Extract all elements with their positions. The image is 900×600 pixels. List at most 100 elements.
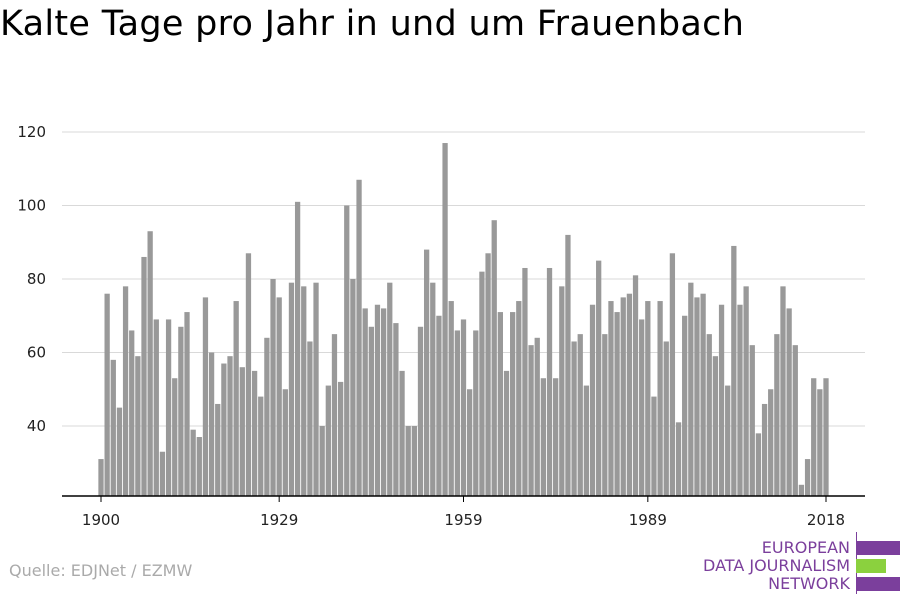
bars — [98, 143, 829, 497]
bar-1924 — [245, 253, 252, 496]
bar-1989 — [645, 301, 651, 496]
x-tick-label-1900: 1900 — [82, 511, 120, 529]
bar-1927 — [264, 337, 270, 496]
bar-1997 — [694, 297, 700, 497]
bar-1909 — [153, 319, 159, 496]
bar-2015 — [804, 459, 811, 496]
bar-1918 — [208, 352, 215, 496]
bar-1938 — [331, 334, 338, 497]
bar-1943 — [362, 308, 368, 496]
bar-1934 — [307, 341, 313, 496]
bar-1942 — [356, 179, 362, 497]
bar-1968 — [516, 301, 522, 496]
bar-1990 — [651, 396, 657, 496]
bar-1951 — [411, 426, 417, 496]
bar-2014 — [798, 484, 805, 496]
x-tick-labels: 1900 1929 1959 1989 2018 — [82, 511, 845, 529]
bar-1996 — [688, 282, 694, 496]
bar-1947 — [387, 282, 393, 496]
y-tick-label-80: 80 — [27, 270, 46, 288]
bar-1984 — [614, 312, 620, 496]
logo-line-1: EUROPEAN — [761, 538, 850, 557]
bar-1953 — [423, 249, 430, 496]
bar-2010 — [774, 334, 780, 497]
bar-1952 — [417, 326, 424, 496]
bar-1933 — [301, 286, 307, 496]
bar-2013 — [792, 345, 798, 496]
bar-1983 — [608, 301, 614, 496]
bar-2018 — [823, 378, 829, 496]
bar-2001 — [718, 304, 725, 496]
bar-1974 — [553, 378, 559, 496]
bar-2005 — [743, 286, 749, 496]
logo-line-3: NETWORK — [768, 574, 850, 593]
bar-1940 — [344, 205, 350, 496]
bar-2009 — [768, 389, 774, 496]
bar-1912 — [172, 378, 178, 496]
bar-2007 — [755, 433, 762, 496]
bar-1929 — [276, 297, 282, 497]
bar-1979 — [583, 385, 590, 496]
bar-1948 — [393, 323, 399, 496]
bar-1986 — [626, 293, 633, 496]
bar-1995 — [682, 315, 688, 496]
bar-1959 — [460, 319, 467, 496]
bar-2004 — [737, 304, 743, 496]
x-tick-label-2018: 2018 — [807, 511, 845, 529]
bar-1992 — [663, 341, 669, 496]
bar-1967 — [510, 312, 516, 496]
bar-2003 — [731, 245, 737, 496]
bar-1981 — [596, 260, 602, 497]
bar-1957 — [448, 301, 454, 496]
bar-1954 — [430, 282, 436, 496]
bar-1906 — [135, 356, 141, 496]
bar-2000 — [712, 356, 719, 496]
source-note: Quelle: EDJNet / EZMW — [9, 561, 193, 580]
bar-1982 — [602, 334, 608, 497]
bar-1972 — [540, 378, 547, 496]
logo-bar-purple-top — [856, 541, 900, 555]
logo-bar-green — [856, 559, 886, 573]
bar-2012 — [786, 308, 792, 496]
bar-1910 — [159, 451, 166, 496]
bar-2016 — [811, 378, 817, 496]
bar-1915 — [190, 429, 196, 496]
bar-1913 — [178, 326, 184, 496]
bar-1994 — [675, 422, 682, 496]
bar-1916 — [196, 437, 202, 496]
bar-1962 — [479, 271, 485, 496]
bar-1936 — [319, 426, 325, 496]
bar-1958 — [454, 330, 460, 496]
bar-1978 — [577, 334, 583, 497]
bar-1941 — [350, 279, 356, 496]
bar-1965 — [497, 312, 503, 496]
bar-1999 — [706, 334, 712, 497]
bar-1988 — [639, 319, 645, 496]
bar-1901 — [104, 293, 110, 496]
bar-1917 — [202, 297, 209, 497]
x-tick-label-1929: 1929 — [260, 511, 298, 529]
bar-2008 — [761, 403, 768, 496]
bar-1963 — [485, 253, 491, 496]
bar-1966 — [503, 370, 510, 497]
bar-1925 — [251, 370, 258, 497]
bar-1976 — [565, 234, 571, 496]
bar-1991 — [657, 301, 663, 496]
bar-1904 — [122, 286, 129, 496]
bar-1964 — [491, 220, 497, 496]
bar-1923 — [239, 367, 245, 496]
bar-1907 — [141, 256, 147, 496]
bar-1931 — [288, 282, 295, 496]
bar-2017 — [817, 389, 823, 496]
bar-1922 — [233, 301, 239, 496]
bar-2002 — [725, 385, 731, 496]
bar-1980 — [589, 304, 596, 496]
bar-1969 — [522, 267, 528, 496]
x-axis — [62, 495, 865, 502]
bar-1975 — [559, 286, 565, 496]
y-tick-label-120: 120 — [17, 123, 46, 141]
bar-1973 — [546, 267, 553, 496]
bar-1902 — [110, 359, 116, 496]
bar-1900 — [98, 459, 104, 496]
